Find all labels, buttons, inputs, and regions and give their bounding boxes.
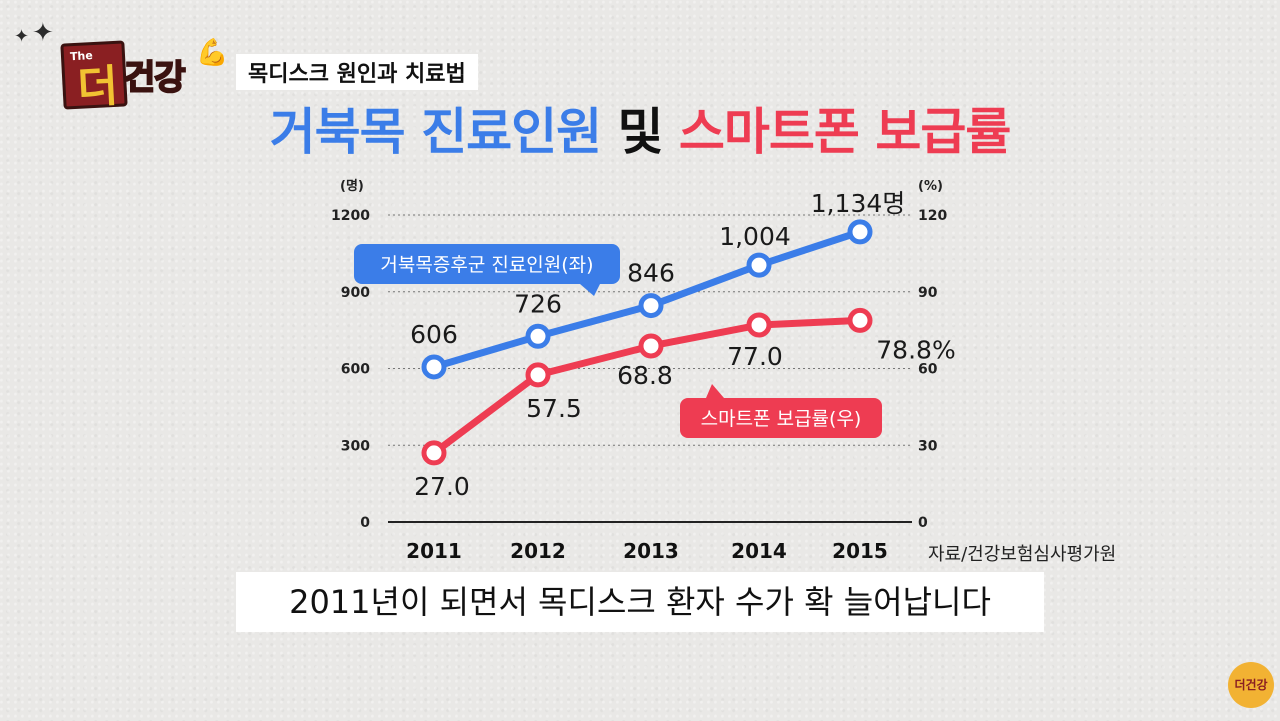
data-label: 68.8 xyxy=(617,361,673,390)
data-label: 606 xyxy=(410,320,458,349)
title-part-blue: 거북목 진료인원 xyxy=(269,103,602,161)
data-point-red xyxy=(525,362,551,388)
legend-label-blue: 거북목증후군 진료인원(좌) xyxy=(380,254,593,276)
x-tick-label: 2014 xyxy=(731,539,787,563)
sparkle-icon: ✦ xyxy=(14,26,30,47)
data-label: 846 xyxy=(627,259,675,288)
left-tick-label: 0 xyxy=(360,515,370,531)
x-tick-label: 2012 xyxy=(510,539,566,563)
data-point-red xyxy=(847,307,873,333)
title-part-and: 및 xyxy=(617,103,664,161)
corner-logo: 더건강 xyxy=(1228,662,1274,708)
left-axis-unit: (명) xyxy=(340,178,364,194)
right-axis-unit: (%) xyxy=(918,179,943,194)
chart-title: 거북목 진료인원 및 스마트폰 보급률 xyxy=(0,92,1280,164)
left-tick-label: 900 xyxy=(341,285,370,301)
data-point-red xyxy=(638,333,664,359)
subtitle-caption: 2011년이 되면서 목디스크 환자 수가 확 늘어납니다 xyxy=(236,572,1044,632)
x-tick-label: 2015 xyxy=(832,539,888,563)
data-label: 1,004 xyxy=(719,222,791,251)
data-label: 57.5 xyxy=(526,394,582,423)
data-point-blue xyxy=(421,354,447,380)
data-label: 77.0 xyxy=(727,342,783,371)
right-tick-label: 60 xyxy=(918,362,938,378)
flexed-arm-icon: 💪 xyxy=(196,38,229,68)
data-point-red xyxy=(421,440,447,466)
right-tick-label: 30 xyxy=(918,438,938,454)
data-label: 78.8% xyxy=(876,335,955,364)
sparkle-icon: ✦ xyxy=(32,18,54,48)
right-tick-label: 0 xyxy=(918,515,928,531)
legend-label-red: 스마트폰 보급률(우) xyxy=(701,408,862,430)
data-source: 자료/건강보험심사평가원 xyxy=(928,544,1117,565)
data-label: 27.0 xyxy=(414,472,470,501)
data-point-blue xyxy=(847,219,873,245)
data-label: 726 xyxy=(514,289,562,318)
left-tick-label: 300 xyxy=(341,438,370,454)
data-point-blue xyxy=(525,323,551,349)
x-tick-label: 2013 xyxy=(623,539,679,563)
right-tick-label: 120 xyxy=(918,208,947,224)
data-point-blue xyxy=(638,293,664,319)
title-part-red: 스마트폰 보급률 xyxy=(678,103,1011,161)
legend-callout-blue-pointer xyxy=(580,284,600,296)
logo-word: 건강 xyxy=(123,57,187,99)
left-tick-label: 600 xyxy=(341,362,370,378)
x-tick-label: 2011 xyxy=(406,539,462,563)
legend-callout-red xyxy=(680,398,882,438)
data-point-red xyxy=(746,312,772,338)
data-label: 1,134명 xyxy=(811,189,906,218)
legend-callout-red-pointer xyxy=(706,384,724,398)
video-subtitle: 목디스크 원인과 치료법 xyxy=(236,54,478,90)
data-point-blue xyxy=(746,252,772,278)
brand-logo: The 더 건강 xyxy=(60,40,242,114)
right-tick-label: 90 xyxy=(918,285,938,301)
left-tick-label: 1200 xyxy=(331,208,370,224)
legend-callout-blue xyxy=(354,244,620,284)
